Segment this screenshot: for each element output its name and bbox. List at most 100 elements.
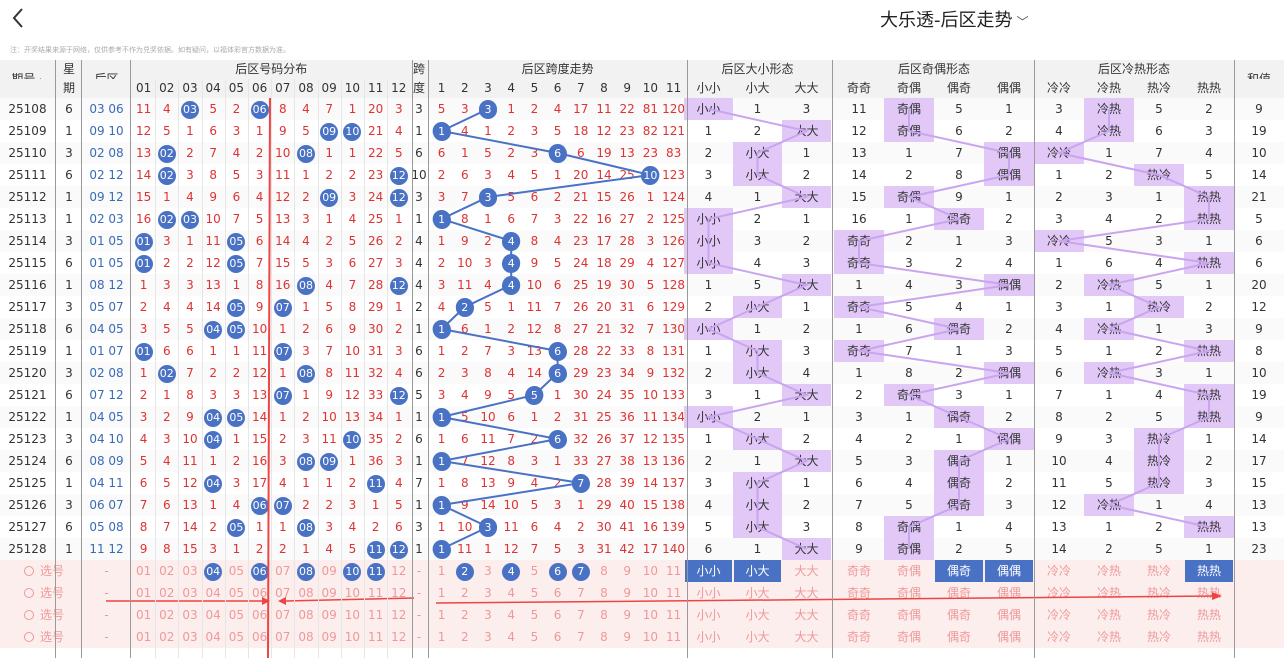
selected-ball[interactable]: 2 — [455, 563, 474, 581]
select-span-number[interactable]: 10 — [642, 630, 659, 644]
select-hc_labels[interactable]: 热冷 — [1146, 608, 1171, 622]
back-arrow-icon[interactable] — [8, 6, 32, 34]
select-label[interactable]: 选号 — [14, 604, 74, 626]
select-row[interactable]: 选号 -01 02 03 04 05 06 07 08 09 10 11 12-1 2 3 4 5 6 7 8 9 10 1… — [0, 560, 1284, 582]
radio-icon[interactable] — [23, 632, 34, 642]
select-span-number[interactable]: 3 — [484, 630, 492, 644]
select-oe_labels[interactable]: 奇偶 — [896, 586, 921, 600]
select-span-number[interactable]: 4 — [507, 586, 515, 600]
select-bs_labels[interactable]: 小小 — [685, 560, 732, 582]
select-dist-number[interactable]: 02 — [159, 630, 175, 644]
select-hc_labels[interactable]: 冷热 — [1096, 608, 1121, 622]
select-span-number[interactable]: 10 — [642, 586, 659, 600]
select-span-number[interactable]: 7 — [576, 586, 585, 600]
select-hc_labels[interactable]: 冷冷 — [1046, 630, 1071, 644]
select-dist-number[interactable]: 01 — [135, 608, 152, 622]
select-span-number[interactable]: 1 — [437, 586, 446, 600]
select-span-number[interactable]: 8 — [600, 586, 608, 600]
select-span-number[interactable]: 2 — [460, 630, 469, 644]
select-row[interactable]: 选号 -01 02 03 04 05 06 07 08 09 10 11 12-1 2 3 4 5 6 7 8 9 10 1… — [0, 604, 1284, 626]
select-span-number[interactable]: 7 — [576, 630, 585, 644]
select-hc_labels[interactable]: 冷冷 — [1046, 608, 1071, 622]
select-span-number[interactable]: 10 — [642, 608, 659, 622]
select-hc_labels[interactable]: 冷热 — [1096, 630, 1121, 644]
select-span-number[interactable]: 8 — [600, 564, 608, 578]
select-bs_labels[interactable]: 大大 — [794, 608, 819, 622]
select-dist-number[interactable]: 10 — [344, 630, 361, 644]
select-dist-number[interactable]: 10 — [341, 560, 364, 582]
select-oe_labels[interactable]: 偶偶 — [996, 630, 1021, 644]
select-span-number[interactable]: 7 — [576, 608, 585, 622]
select-dist-number[interactable]: 11 — [367, 630, 384, 644]
select-dist-number[interactable]: 05 — [228, 608, 245, 622]
select-dist-number[interactable]: 06 — [251, 586, 268, 600]
select-span-number[interactable]: 11 — [665, 564, 682, 578]
select-dist-number[interactable]: 08 — [298, 608, 314, 622]
select-oe_labels[interactable]: 奇奇 — [846, 608, 871, 622]
select-dist-number[interactable]: 11 — [367, 608, 384, 622]
select-oe_labels[interactable]: 偶奇 — [946, 586, 971, 600]
select-span-number[interactable]: 6 — [553, 630, 562, 644]
select-dist-number[interactable]: 06 — [251, 608, 268, 622]
select-dist-number[interactable]: 08 — [294, 560, 317, 582]
select-span-number[interactable]: 1 — [437, 630, 446, 644]
select-dist-number[interactable]: 09 — [321, 630, 337, 644]
select-span-number[interactable]: 3 — [484, 608, 492, 622]
select-dist-number[interactable]: 10 — [344, 608, 361, 622]
select-bs_labels[interactable]: 小小 — [696, 586, 721, 600]
select-span-number[interactable]: 11 — [665, 608, 682, 622]
select-oe_labels[interactable]: 奇偶 — [896, 630, 921, 644]
select-dist-number[interactable]: 08 — [298, 586, 314, 600]
select-dist-number[interactable]: 07 — [275, 564, 291, 578]
select-bs_labels[interactable]: 大大 — [794, 630, 819, 644]
select-oe_labels[interactable]: 偶偶 — [996, 586, 1021, 600]
select-bs_labels[interactable]: 小小 — [696, 630, 721, 644]
select-oe_labels[interactable]: 奇偶 — [896, 564, 921, 578]
select-dist-number[interactable]: 01 — [135, 564, 152, 578]
select-span-number[interactable]: 9 — [623, 564, 631, 578]
select-dist-number[interactable]: 10 — [344, 586, 361, 600]
select-hc_labels[interactable]: 热冷 — [1146, 564, 1171, 578]
select-dist-number[interactable]: 07 — [275, 586, 291, 600]
select-span-number[interactable]: 7 — [569, 560, 592, 582]
select-span-number[interactable]: 9 — [623, 586, 631, 600]
select-bs_labels[interactable]: 小大 — [734, 560, 781, 582]
select-oe_labels[interactable]: 偶偶 — [996, 608, 1021, 622]
select-dist-number[interactable]: 01 — [135, 630, 152, 644]
select-span-number[interactable]: 2 — [460, 586, 469, 600]
select-dist-number[interactable]: 06 — [251, 630, 268, 644]
select-span-number[interactable]: 4 — [507, 608, 515, 622]
select-bs_labels[interactable]: 大大 — [794, 586, 819, 600]
radio-icon[interactable] — [23, 610, 34, 620]
select-span-number[interactable]: 11 — [665, 630, 682, 644]
selected-ball[interactable]: 4 — [502, 563, 521, 581]
select-span-number[interactable]: 6 — [546, 560, 569, 582]
select-oe_labels[interactable]: 偶奇 — [946, 608, 971, 622]
select-dist-number[interactable]: 02 — [159, 586, 175, 600]
select-label[interactable]: 选号 — [14, 626, 74, 648]
select-dist-number[interactable]: 11 — [367, 586, 384, 600]
selected-ball[interactable]: 10 — [343, 563, 362, 581]
select-oe_labels[interactable]: 奇奇 — [846, 586, 871, 600]
radio-icon[interactable] — [23, 588, 34, 598]
selected-ball[interactable]: 6 — [548, 563, 567, 581]
select-span-number[interactable]: 1 — [437, 608, 446, 622]
select-hc_labels[interactable]: 冷冷 — [1046, 564, 1071, 578]
select-span-number[interactable]: 1 — [437, 564, 446, 578]
radio-icon[interactable] — [23, 566, 34, 576]
select-span-number[interactable]: 5 — [530, 586, 539, 600]
select-span-number[interactable]: 4 — [500, 560, 523, 582]
select-hc_labels[interactable]: 热冷 — [1146, 586, 1171, 600]
select-hc_labels[interactable]: 热热 — [1196, 586, 1221, 600]
select-oe_labels[interactable]: 奇奇 — [846, 630, 871, 644]
select-hc_labels[interactable]: 热热 — [1185, 560, 1233, 582]
selected-ball[interactable]: 11 — [366, 563, 385, 581]
select-bs_labels[interactable]: 小大 — [745, 586, 770, 600]
select-span-number[interactable]: 3 — [484, 564, 492, 578]
select-bs_labels[interactable]: 大大 — [794, 564, 819, 578]
select-bs_labels[interactable]: 小小 — [696, 608, 721, 622]
select-dist-number[interactable]: 05 — [228, 564, 245, 578]
select-span-number[interactable]: 2 — [460, 608, 469, 622]
select-label[interactable]: 选号 — [14, 582, 74, 604]
select-dist-number[interactable]: 03 — [182, 630, 198, 644]
